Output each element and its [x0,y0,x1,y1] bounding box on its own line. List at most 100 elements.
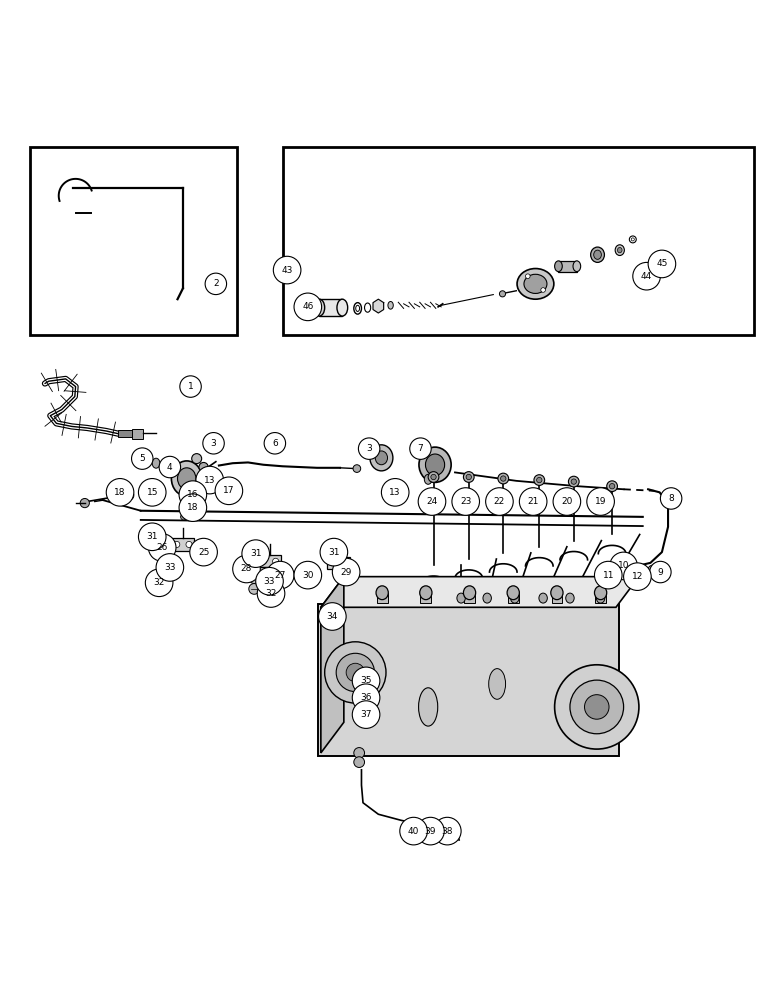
Ellipse shape [541,288,546,292]
Text: 6: 6 [272,439,278,448]
Circle shape [273,256,301,284]
Circle shape [319,603,346,630]
Text: 32: 32 [266,589,276,598]
Text: 45: 45 [656,259,668,268]
Circle shape [553,488,581,515]
Circle shape [260,571,266,577]
Circle shape [610,552,638,580]
Circle shape [156,554,184,581]
Bar [258,555,281,567]
Circle shape [159,456,181,478]
Polygon shape [321,577,639,607]
Circle shape [273,558,279,564]
FancyBboxPatch shape [318,604,619,756]
Circle shape [333,558,360,586]
Ellipse shape [618,247,622,253]
Ellipse shape [489,669,506,699]
Text: 31: 31 [250,549,262,558]
Text: 44: 44 [641,272,652,281]
Text: 22: 22 [494,497,505,506]
Ellipse shape [524,274,547,293]
Ellipse shape [607,481,618,492]
Circle shape [145,569,173,597]
Circle shape [354,748,364,758]
Circle shape [148,534,176,561]
Text: 38: 38 [442,827,453,836]
Text: 13: 13 [204,476,215,485]
Ellipse shape [157,487,165,498]
Ellipse shape [568,476,579,487]
Text: 9: 9 [658,568,663,577]
Bar [464,593,475,603]
Circle shape [215,477,242,505]
Circle shape [346,663,364,682]
Circle shape [174,541,180,548]
Ellipse shape [418,448,428,457]
Text: 21: 21 [527,497,539,506]
Polygon shape [321,577,344,753]
Text: 32: 32 [154,578,164,587]
Text: 46: 46 [302,302,313,311]
Text: 3: 3 [211,439,216,448]
Ellipse shape [222,485,231,495]
Ellipse shape [550,586,563,600]
Circle shape [138,523,166,551]
Text: 34: 34 [327,612,338,621]
Circle shape [179,481,207,508]
Text: 2: 2 [213,279,218,288]
Ellipse shape [571,479,577,484]
Circle shape [179,494,207,521]
Text: 31: 31 [147,532,158,541]
Text: 13: 13 [389,488,401,497]
Text: 27: 27 [275,571,286,580]
Circle shape [358,438,380,459]
Text: 39: 39 [425,827,436,836]
Text: 10: 10 [618,561,629,570]
Ellipse shape [419,447,451,482]
Polygon shape [373,299,384,313]
Circle shape [352,701,380,728]
Circle shape [294,293,322,321]
Ellipse shape [632,570,642,580]
Bar [595,593,606,603]
Circle shape [330,560,335,566]
Circle shape [256,567,283,595]
Text: 1: 1 [188,382,194,391]
Ellipse shape [534,475,545,485]
Text: 43: 43 [282,266,293,275]
Ellipse shape [364,448,371,457]
Ellipse shape [648,565,658,576]
Ellipse shape [618,559,628,570]
Circle shape [400,817,428,845]
Circle shape [594,561,622,589]
Bar [171,538,195,551]
Ellipse shape [539,593,547,603]
Circle shape [352,684,380,712]
Circle shape [320,538,347,566]
Text: 25: 25 [198,548,209,557]
Text: 8: 8 [669,494,674,503]
Ellipse shape [526,274,530,278]
Ellipse shape [604,568,615,579]
Ellipse shape [191,454,201,464]
Circle shape [570,680,624,734]
Text: 33: 33 [264,577,276,586]
Bar [377,593,388,603]
Bar [558,261,577,272]
Circle shape [205,273,226,295]
Ellipse shape [457,593,466,603]
Ellipse shape [181,514,187,520]
Circle shape [196,466,224,494]
Ellipse shape [178,468,196,489]
Circle shape [587,488,615,515]
Circle shape [273,571,279,577]
Ellipse shape [375,451,388,465]
Text: 7: 7 [418,444,423,453]
Text: 31: 31 [328,548,340,557]
Circle shape [554,665,639,749]
Ellipse shape [199,462,208,472]
Ellipse shape [594,250,601,259]
Ellipse shape [510,593,519,603]
Bar [508,593,519,603]
Ellipse shape [635,572,640,578]
